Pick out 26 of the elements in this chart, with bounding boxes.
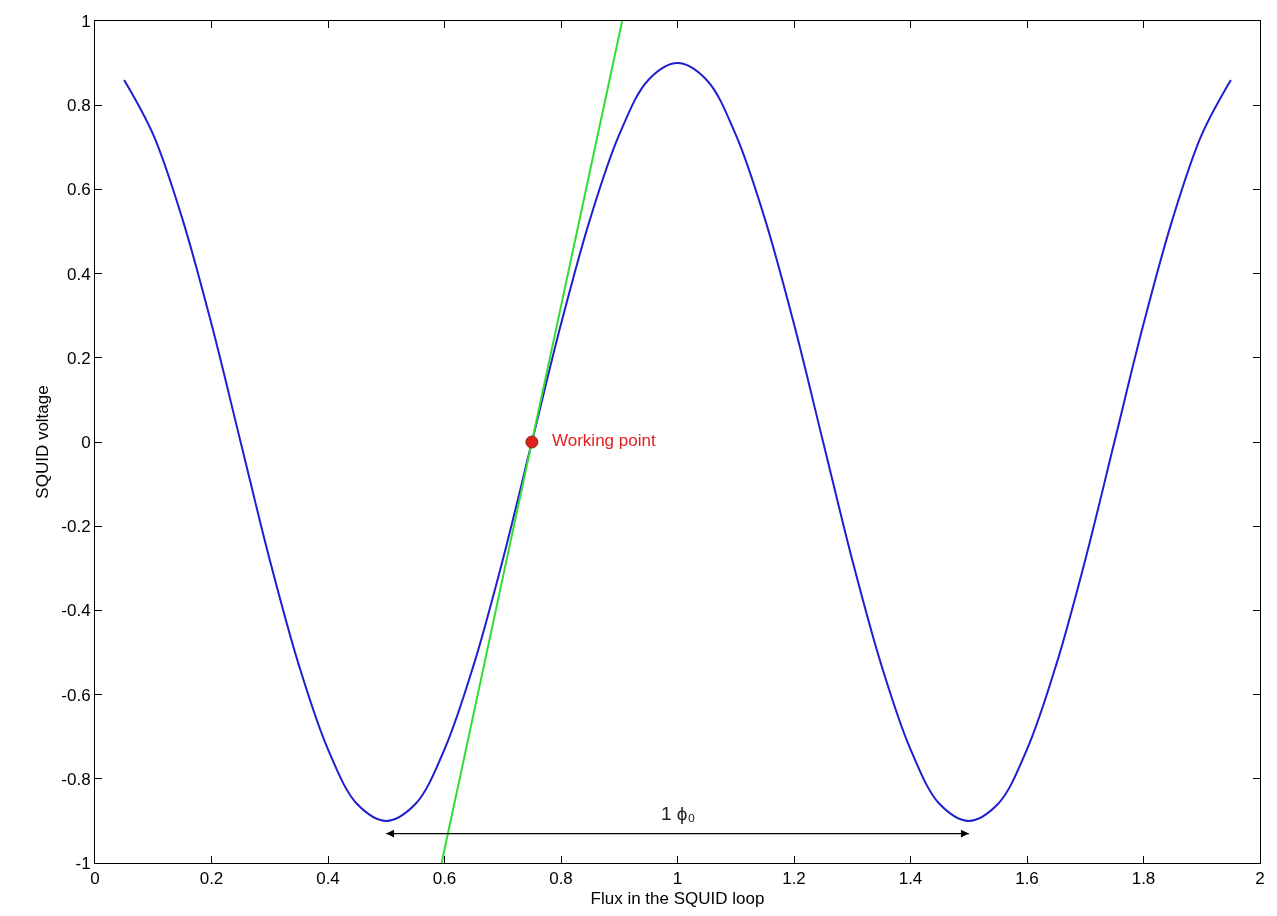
y-tick-label: -0.6 — [61, 685, 91, 705]
y-tick-label: -0.4 — [61, 601, 91, 621]
x-tick-label: 0.2 — [199, 869, 224, 889]
x-tick-label: 1.8 — [1131, 869, 1156, 889]
y-tick-label: -0.2 — [61, 517, 91, 537]
y-axis-title: SQUID voltage — [32, 385, 52, 499]
x-axis-title: Flux in the SQUID loop — [590, 888, 765, 908]
y-tick-label: 0.8 — [66, 96, 91, 116]
y-tick-label: 0 — [81, 432, 91, 452]
x-tick-label: 0.8 — [549, 869, 573, 889]
y-tick-label: 0.2 — [66, 348, 91, 368]
line-series — [123, 62, 1232, 822]
x-tick-label: 1.4 — [898, 869, 923, 889]
x-tick-label: 1.2 — [782, 869, 806, 889]
y-tick-label: -0.8 — [61, 769, 91, 789]
annotation: 1 ϕ₀ — [661, 803, 696, 824]
y-tick-label: 1 — [81, 11, 91, 31]
y-tick-label: -1 — [75, 853, 91, 873]
x-tick-label: 1 — [672, 869, 683, 889]
x-tick-label: 2 — [1255, 869, 1265, 889]
annotation: Working point — [552, 431, 656, 450]
x-tick-label: 0.4 — [316, 869, 340, 889]
y-tick-label: 0.6 — [66, 180, 91, 200]
x-tick-label: 0.6 — [432, 869, 457, 889]
x-tick-label: 1.6 — [1015, 869, 1039, 889]
y-tick-label: 0.4 — [66, 264, 91, 284]
